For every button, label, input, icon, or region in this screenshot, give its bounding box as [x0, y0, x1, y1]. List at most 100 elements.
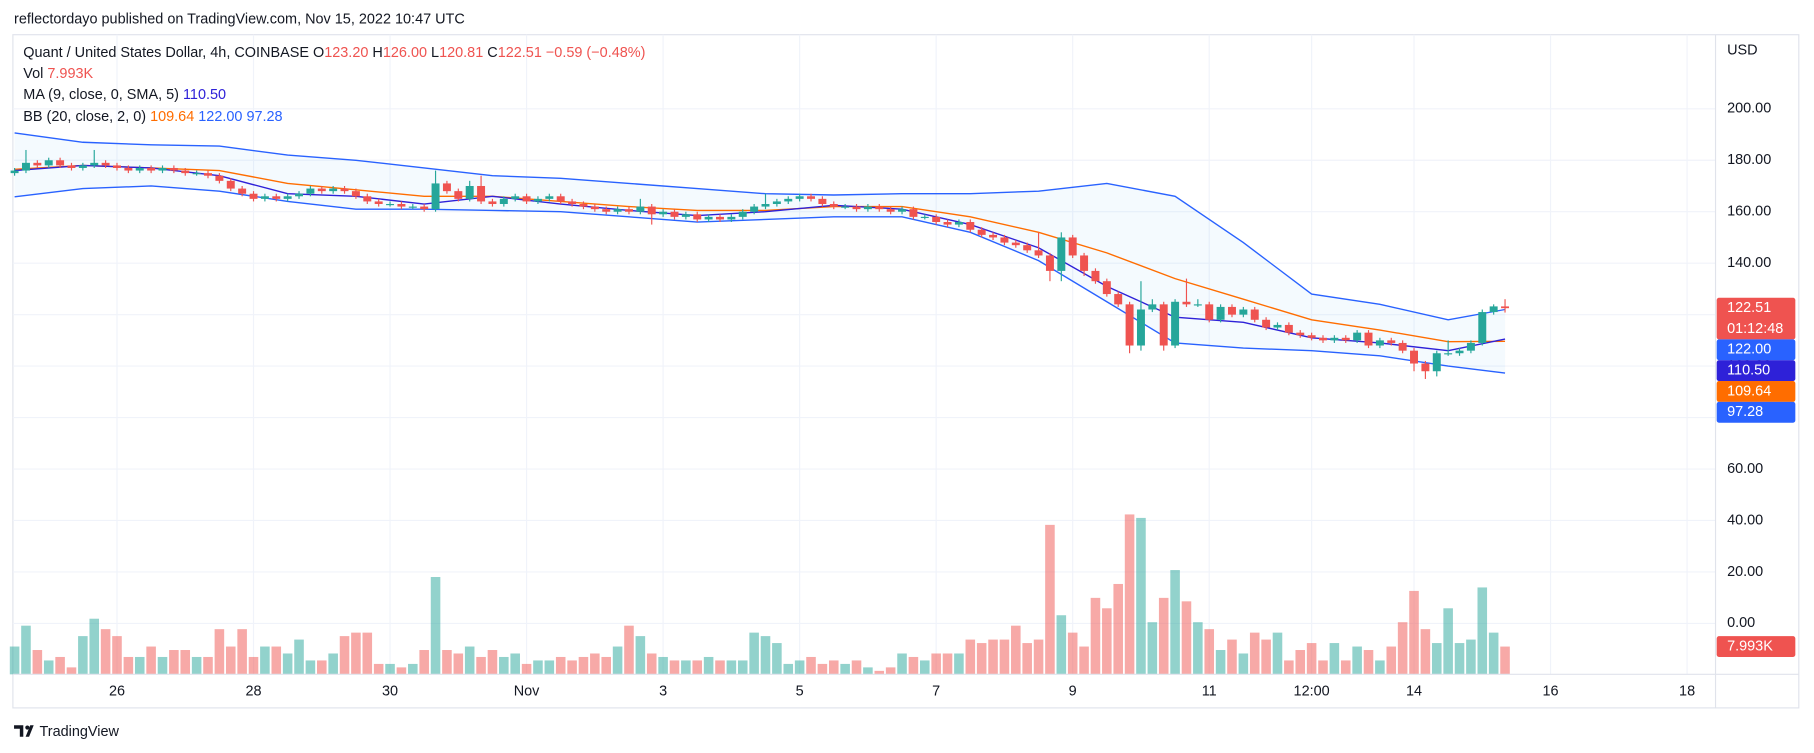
- candle-body: [807, 196, 815, 199]
- candle-body: [1193, 304, 1202, 306]
- volume-bar: [1056, 615, 1067, 675]
- volume-bar: [157, 656, 168, 675]
- logo-icon: [14, 725, 34, 737]
- volume-bar: [976, 643, 987, 675]
- volume-bar: [1102, 608, 1112, 675]
- change: −0.59 (−0.48%): [546, 45, 646, 61]
- candle-body: [693, 214, 702, 220]
- candle-body: [613, 209, 622, 212]
- volume-bar: [1284, 660, 1294, 675]
- volume-bar: [794, 660, 805, 675]
- legend-line: Vol 7.993K: [23, 66, 93, 82]
- volume-bar: [1386, 646, 1397, 675]
- candle-body: [442, 183, 451, 192]
- candle-body: [1284, 324, 1293, 333]
- volume-bar: [772, 643, 782, 675]
- volume-bar: [43, 660, 54, 675]
- x-tick-label: Nov: [514, 684, 540, 700]
- candle-body: [932, 216, 941, 223]
- candle-body: [1091, 270, 1100, 282]
- volume-bar: [567, 660, 577, 675]
- volume-bar: [1409, 590, 1419, 675]
- price-badge: [1716, 401, 1796, 423]
- x-tick-label: 12:00: [1294, 684, 1330, 700]
- volume-bar: [294, 639, 304, 675]
- volume-bar: [1227, 639, 1237, 675]
- candle-body: [215, 175, 224, 181]
- candle-body: [169, 167, 178, 171]
- y-tick-label: 140.00: [1727, 255, 1771, 271]
- volume-bar: [214, 629, 225, 675]
- candle-body: [875, 206, 884, 210]
- candle-body: [1011, 242, 1020, 246]
- candle-body: [1341, 337, 1350, 341]
- volume-bar: [510, 653, 520, 675]
- x-tick-label: 7: [932, 684, 940, 700]
- candle-body: [249, 193, 258, 199]
- candle-body: [363, 196, 372, 202]
- volume-bar: [1431, 643, 1442, 675]
- candle-body: [33, 162, 42, 166]
- volume-bar: [931, 653, 941, 675]
- indicator-value: 110.50: [183, 87, 226, 103]
- volume-bar: [1147, 622, 1158, 675]
- volume-bar: [1363, 650, 1374, 675]
- candle-body: [101, 162, 110, 166]
- ohlc-key: C: [487, 45, 497, 61]
- volume-bar: [737, 660, 748, 675]
- volume-bar: [282, 653, 293, 675]
- candle-body: [90, 162, 99, 166]
- candle-body: [351, 191, 360, 197]
- volume-bar: [874, 670, 885, 675]
- y-tick-label: 60.00: [1727, 461, 1763, 477]
- volume-bar: [442, 650, 452, 675]
- volume-bar: [305, 660, 316, 675]
- volume-bar: [544, 660, 555, 675]
- volume-bar: [612, 646, 623, 675]
- volume-bar: [828, 660, 839, 675]
- candle-body: [1398, 342, 1407, 351]
- price-badge: [1716, 381, 1796, 402]
- volume-bar: [624, 625, 634, 675]
- candle-body: [954, 222, 963, 225]
- candle-body: [329, 188, 338, 192]
- price-badge-label: 122.00: [1727, 342, 1771, 358]
- volume-bar: [1500, 646, 1510, 675]
- candle-body: [1227, 306, 1236, 315]
- candle-body: [852, 206, 861, 210]
- volume-bar: [1488, 632, 1499, 675]
- volume-bar: [373, 663, 384, 675]
- volume-bar: [1113, 583, 1123, 675]
- candle-body: [1432, 353, 1441, 372]
- candle-body: [841, 206, 850, 208]
- volume-bar: [920, 660, 930, 675]
- candle-body: [1034, 250, 1043, 256]
- volume-bar: [225, 646, 236, 675]
- candle-body: [533, 198, 542, 202]
- footer-brand: TradingView: [39, 724, 119, 740]
- volume-bar: [1158, 597, 1169, 675]
- candle-body: [761, 204, 770, 207]
- candle-body: [624, 209, 633, 212]
- candle-body: [147, 167, 156, 171]
- candle-body: [636, 206, 645, 212]
- legend-line: Quant / United States Dollar, 4h, COINBA…: [23, 45, 645, 61]
- volume-bar: [1454, 643, 1465, 675]
- candle-body: [1296, 332, 1305, 336]
- volume-bar: [430, 577, 441, 675]
- ohlc-key: L: [431, 45, 439, 61]
- volume-bar: [908, 656, 919, 675]
- price-badge: [1716, 297, 1796, 340]
- volume-bar: [385, 663, 395, 675]
- volume-bar: [1340, 660, 1351, 675]
- y-tick-label: 0.00: [1727, 615, 1755, 631]
- x-tick-label: 9: [1069, 684, 1077, 700]
- x-tick-label: 28: [245, 684, 261, 700]
- volume-bar: [840, 663, 850, 675]
- price-badge-label: 97.28: [1727, 404, 1763, 420]
- volume-bar: [1215, 650, 1226, 675]
- candle-body: [499, 198, 508, 205]
- candle-body: [1023, 245, 1032, 251]
- candle-body: [238, 188, 247, 194]
- bb-middle: [14, 164, 1506, 343]
